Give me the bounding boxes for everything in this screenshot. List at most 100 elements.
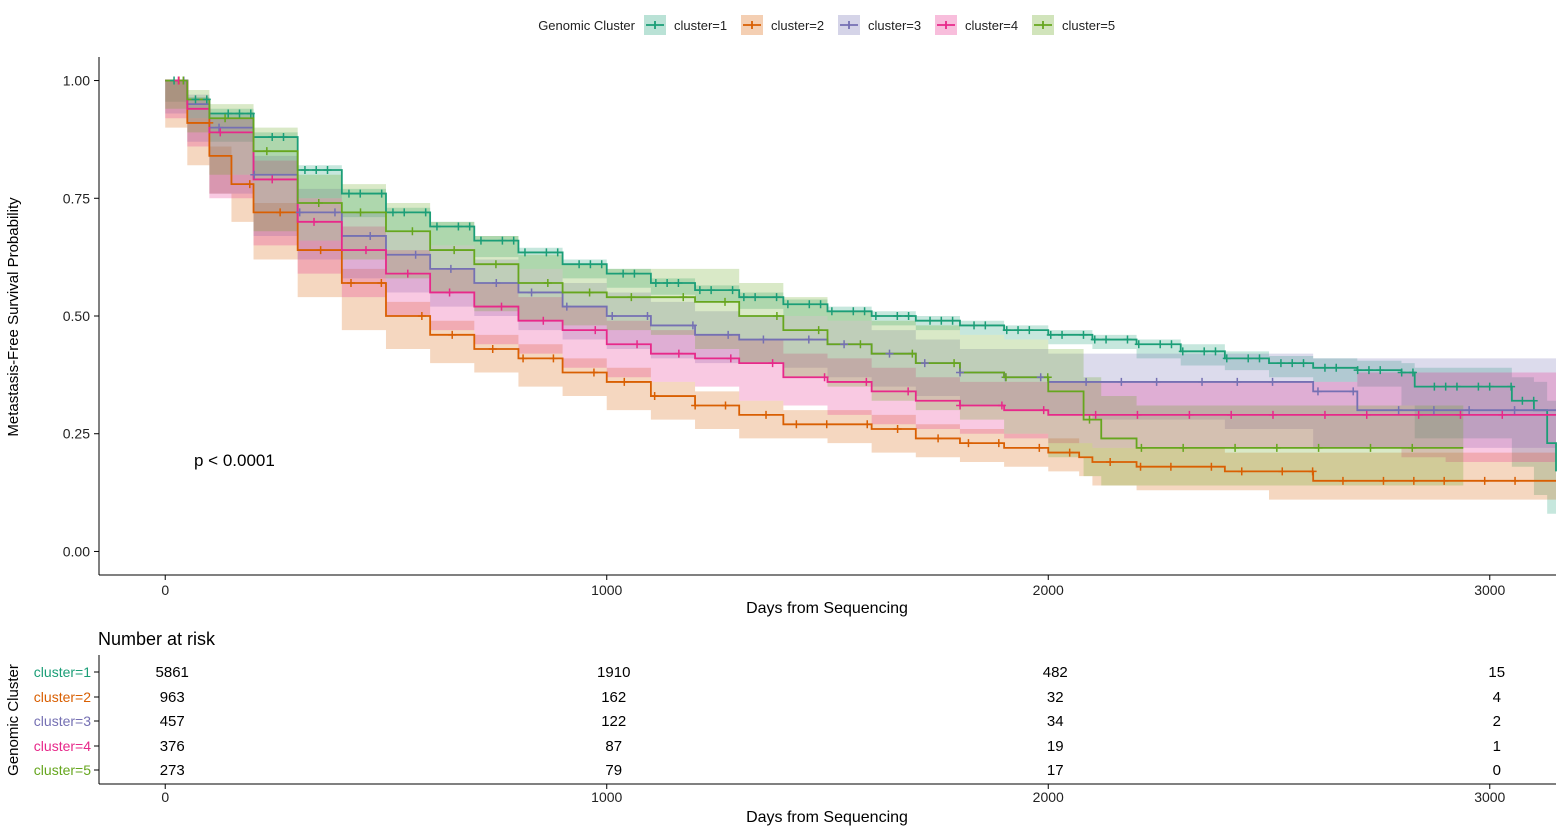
risk-count: 87 <box>605 738 622 755</box>
censor-mark <box>450 246 459 255</box>
censor-mark <box>674 349 683 358</box>
risk-table-x-title: Days from Sequencing <box>746 809 908 826</box>
censor-mark <box>871 312 880 320</box>
censor-mark <box>1376 366 1385 375</box>
censor-mark <box>814 326 823 335</box>
censor-mark <box>1179 443 1188 452</box>
risk-count: 15 <box>1488 664 1505 681</box>
censor-mark <box>1079 330 1088 339</box>
legend-item-cluster-3: cluster=3 <box>838 15 921 35</box>
censor-mark <box>411 250 420 259</box>
censor-mark <box>221 114 230 123</box>
censor-mark <box>245 180 254 189</box>
censor-mark <box>772 312 781 320</box>
censor-mark <box>421 208 430 217</box>
y-tick-label: 0.00 <box>63 543 90 559</box>
censor-marks-cluster-3 <box>179 76 1519 415</box>
censor-mark <box>542 248 551 257</box>
legend-key-mark <box>937 21 955 29</box>
risk-count: 0 <box>1493 762 1501 779</box>
censor-mark <box>1430 382 1439 391</box>
censor-mark <box>840 340 849 349</box>
censor-mark <box>562 302 571 311</box>
censor-mark <box>417 312 426 320</box>
censor-mark <box>586 260 595 269</box>
censor-mark <box>860 307 869 316</box>
censor-mark <box>356 189 365 198</box>
risk-x-tick-label: 0 <box>161 789 169 805</box>
y-tick-label: 1.00 <box>63 73 90 89</box>
main-axes: 0.00 0.25 0.50 0.75 1.00 0 1000 2000 3000 <box>63 57 1556 598</box>
risk-row-cluster-2: cluster=2 963 162 32 4 <box>34 689 1501 706</box>
risk-count: 4 <box>1493 689 1501 706</box>
censor-mark <box>1408 368 1417 377</box>
censor-mark <box>920 359 929 368</box>
confidence-band-cluster-3 <box>165 80 1556 448</box>
censor-mark <box>356 208 365 217</box>
censor-mark <box>268 175 277 184</box>
legend-item-cluster-1: cluster=1 <box>644 15 727 35</box>
censor-mark <box>202 95 211 104</box>
confidence-band-cluster-5 <box>165 80 1464 486</box>
censor-mark <box>403 269 412 278</box>
censor-mark <box>721 297 730 306</box>
censor-mark <box>849 307 858 316</box>
legend-label: cluster=1 <box>674 18 727 33</box>
censor-mark <box>1178 347 1187 356</box>
censor-mark <box>400 208 409 217</box>
censor-mark <box>346 279 355 288</box>
censor-mark <box>926 316 935 325</box>
censor-mark <box>1268 377 1277 386</box>
censor-mark <box>1379 476 1388 485</box>
censor-mark <box>597 260 606 269</box>
censor-mark <box>772 293 781 302</box>
censor-mark <box>446 264 455 273</box>
censor-mark <box>1397 368 1406 377</box>
censor-mark <box>497 302 506 311</box>
censor-mark <box>224 109 233 118</box>
censor-mark <box>549 354 558 363</box>
censor-mark <box>246 109 255 118</box>
risk-count: 34 <box>1047 713 1064 730</box>
censor-mark <box>488 344 497 353</box>
censor-mark <box>707 286 716 295</box>
p-value-annotation: p < 0.0001 <box>194 451 275 470</box>
censor-mark <box>465 222 474 231</box>
censor-mark <box>1134 340 1143 349</box>
censor-mark <box>950 359 959 368</box>
censor-mark <box>1233 377 1242 386</box>
censor-mark <box>964 439 973 448</box>
censor-mark <box>295 208 304 217</box>
censor-mark <box>377 189 386 198</box>
censor-mark <box>1152 377 1161 386</box>
censor-mark <box>862 377 871 386</box>
x-tick-label: 0 <box>161 582 169 598</box>
censor-mark <box>235 109 244 118</box>
risk-x-tick-label: 1000 <box>591 789 622 805</box>
censor-mark <box>1408 443 1417 452</box>
censor-mark <box>377 279 386 288</box>
censor-mark <box>934 434 943 443</box>
censor-mark <box>1058 330 1067 339</box>
censor-mark <box>956 368 965 377</box>
censor-mark <box>300 166 309 175</box>
censor-mark <box>1244 354 1253 363</box>
censor-mark <box>695 286 704 295</box>
censor-mark <box>1035 443 1044 452</box>
censor-mark <box>1198 377 1207 386</box>
survival-curve-cluster-4 <box>165 79 1556 416</box>
censor-mark <box>908 349 917 358</box>
legend-item-cluster-2: cluster=2 <box>741 15 824 35</box>
censor-mark <box>1167 340 1176 349</box>
censor-mark <box>822 420 831 429</box>
censor-mark <box>205 118 214 127</box>
censor-mark <box>633 340 642 349</box>
censor-mark <box>316 246 325 255</box>
censor-mark <box>519 354 528 363</box>
censor-mark <box>816 300 825 309</box>
censor-mark <box>215 123 224 132</box>
censor-mark <box>948 316 957 325</box>
risk-row-cluster-4: cluster=4 376 87 19 1 <box>34 738 1501 755</box>
censor-mark <box>1364 366 1373 375</box>
censor-mark <box>1137 443 1146 452</box>
